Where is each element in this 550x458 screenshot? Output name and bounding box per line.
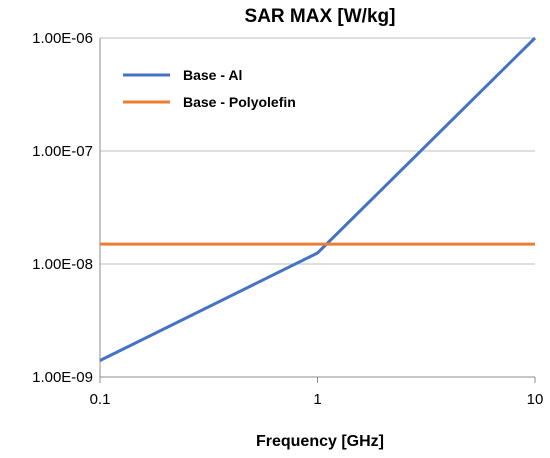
y-tick-label: 1.00E-09 (32, 369, 93, 386)
y-tick-label: 1.00E-08 (32, 256, 93, 273)
y-tick-label: 1.00E-06 (32, 30, 93, 47)
axes (99, 38, 536, 383)
gridlines (100, 37, 535, 265)
x-axis-title: Frequency [GHz] (256, 433, 384, 450)
x-tick-label: 10 (527, 391, 544, 408)
x-tick-labels: 0.1 1 10 (90, 391, 544, 408)
chart-title: SAR MAX [W/kg] (245, 6, 396, 27)
legend: Base - Al Base - Polyolefin (123, 67, 296, 110)
x-tick-label: 0.1 (90, 391, 111, 408)
legend-label-2: Base - Polyolefin (183, 94, 296, 110)
x-tick-label: 1 (313, 391, 321, 408)
series-lines (99, 36, 537, 362)
y-tick-labels: 1.00E-09 1.00E-08 1.00E-07 1.00E-06 (32, 30, 93, 386)
y-tick-label: 1.00E-07 (32, 143, 93, 160)
legend-label-1: Base - Al (183, 67, 242, 83)
series-line-1 (99, 36, 537, 362)
